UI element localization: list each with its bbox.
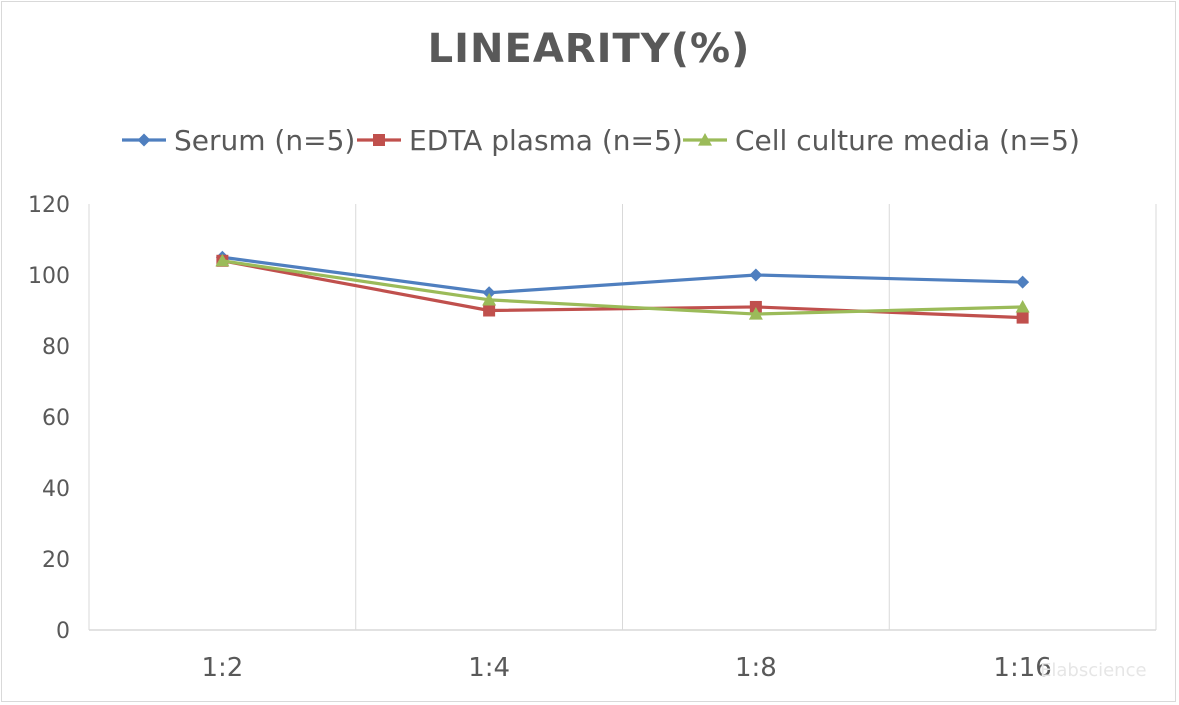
- x-tick-label: 1:8: [735, 653, 777, 683]
- x-tick-label: 1:4: [468, 653, 510, 683]
- series-line: [222, 259, 1023, 320]
- data-point: [749, 268, 763, 282]
- y-tick-label: 60: [42, 406, 70, 431]
- legend-label: Cell culture media (n=5): [735, 124, 1080, 157]
- y-tick-label: 20: [42, 548, 70, 573]
- legend-item: Cell culture media (n=5): [683, 124, 1080, 157]
- series-serum-n-5: [215, 250, 1030, 300]
- x-tick-label: 1:16: [993, 653, 1051, 683]
- data-point: [1016, 311, 1029, 324]
- legend-marker: [373, 134, 385, 146]
- data-point: [483, 304, 496, 317]
- series-cell-culture-media-n-5: [215, 253, 1030, 320]
- legend: Serum (n=5) EDTA plasma (n=5) Cell culture…: [122, 124, 1080, 157]
- data-point: [748, 307, 763, 320]
- watermark-logo: Elabscience: [1040, 660, 1147, 681]
- chart-title: LINEARITY(%): [428, 26, 751, 72]
- legend-label: EDTA plasma (n=5): [409, 124, 683, 157]
- y-tick-label: 40: [42, 477, 70, 502]
- x-axis: 1:2 1:4 1:8 1:16: [201, 653, 1051, 683]
- data-point: [215, 253, 230, 267]
- y-tick-label: 100: [28, 264, 70, 289]
- series-line: [222, 255, 1023, 295]
- legend-marker: [137, 133, 151, 147]
- data-point: [482, 292, 497, 306]
- series-line: [222, 259, 1023, 316]
- y-tick-label: 80: [42, 335, 70, 360]
- data-point: [1016, 275, 1030, 289]
- data-point: [482, 286, 496, 300]
- y-tick-label: 120: [28, 193, 70, 218]
- legend-item: Serum (n=5): [122, 124, 355, 157]
- legend-marker: [698, 133, 712, 146]
- legend-label: Serum (n=5): [174, 124, 355, 157]
- series-group: [215, 250, 1030, 324]
- gridlines: [88, 204, 1157, 631]
- data-point: [1015, 299, 1030, 313]
- data-point: [749, 300, 762, 313]
- y-axis: 0 20 40 60 80 100 120: [28, 193, 70, 644]
- x-tick-label: 1:2: [201, 653, 243, 683]
- legend-item: EDTA plasma (n=5): [357, 124, 683, 157]
- y-tick-label: 0: [56, 619, 70, 644]
